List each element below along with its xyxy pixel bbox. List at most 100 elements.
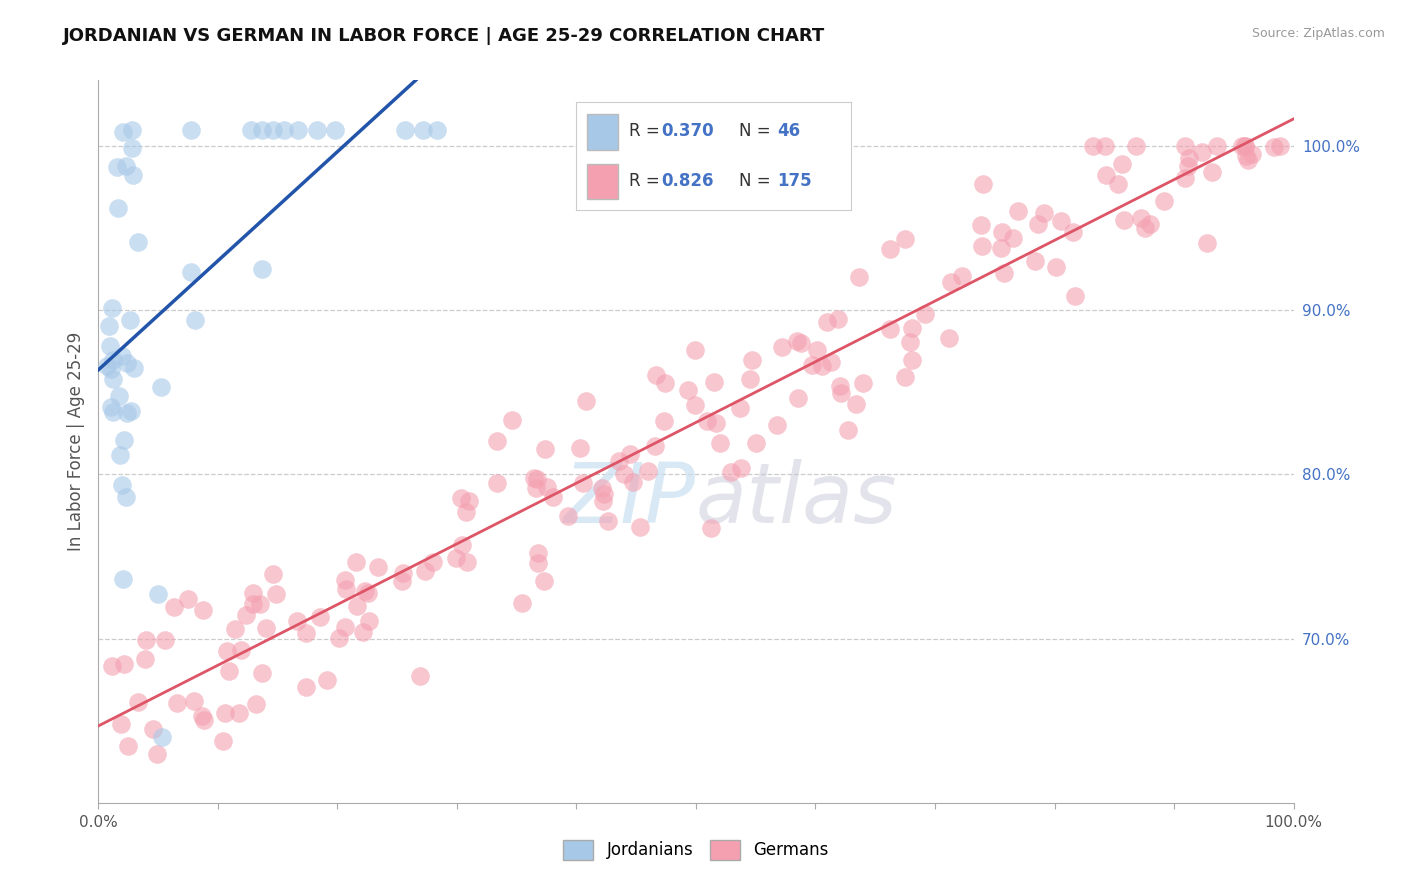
Point [939, 275, 962, 289]
Point [121, 122, 143, 136]
Point [422, 555, 444, 569]
Point [770, 340, 793, 354]
Point [1033, 206, 1056, 220]
Text: atlas: atlas [696, 458, 897, 540]
Point [263, 566, 285, 581]
Point [352, 624, 374, 639]
Point [1111, 157, 1133, 171]
Point [354, 583, 377, 598]
Point [900, 352, 922, 367]
Point [117, 739, 139, 754]
Point [644, 368, 666, 382]
Point [801, 358, 824, 372]
Point [893, 370, 915, 384]
Point [592, 494, 614, 508]
Text: JORDANIAN VS GERMAN IN LABOR FORCE | AGE 25-29 CORRELATION CHART: JORDANIAN VS GERMAN IN LABOR FORCE | AGE… [63, 27, 825, 45]
Point [245, 698, 267, 712]
Point [127, 235, 149, 249]
Point [1174, 139, 1197, 153]
Point [328, 631, 350, 645]
Point [231, 643, 253, 657]
Point [485, 434, 508, 449]
Point [111, 124, 134, 138]
Point [111, 477, 134, 491]
Point [652, 414, 675, 428]
Point [1133, 221, 1156, 235]
Point [153, 632, 176, 647]
Point [114, 657, 136, 672]
Point [852, 376, 875, 390]
Point [619, 447, 641, 461]
Point [242, 586, 264, 600]
Point [1095, 168, 1118, 182]
Point [830, 386, 852, 401]
Point [683, 343, 706, 357]
Point [224, 622, 246, 636]
Point [1201, 165, 1223, 179]
Point [1234, 149, 1257, 163]
Point [879, 322, 901, 336]
Point [101, 404, 124, 418]
Point [98, 318, 121, 333]
Point [450, 491, 472, 505]
Point [183, 313, 205, 327]
Point [534, 442, 557, 456]
Point [250, 262, 273, 277]
Point [108, 449, 131, 463]
Point [1268, 139, 1291, 153]
Point [315, 673, 337, 687]
Point [176, 591, 198, 606]
Point [285, 614, 308, 628]
Point [501, 413, 523, 427]
Point [592, 486, 614, 500]
Point [344, 555, 367, 569]
Point [1177, 159, 1199, 173]
Text: ZIP: ZIP [564, 458, 696, 540]
Point [700, 521, 723, 535]
Point [413, 564, 436, 578]
Point [704, 416, 727, 430]
Point [523, 471, 546, 485]
Point [391, 574, 413, 588]
Point [115, 159, 138, 173]
Point [105, 160, 128, 174]
Point [1114, 213, 1136, 227]
Point [1130, 211, 1153, 226]
Point [134, 652, 156, 666]
Point [191, 709, 214, 723]
Point [901, 320, 924, 334]
Point [591, 481, 613, 495]
Point [828, 379, 851, 393]
Point [720, 465, 742, 479]
Point [1125, 139, 1147, 153]
Point [148, 587, 170, 601]
Point [1064, 289, 1087, 303]
Point [454, 505, 477, 519]
Point [1062, 225, 1084, 239]
Point [557, 509, 579, 524]
Point [1045, 260, 1067, 275]
Point [786, 334, 808, 348]
Point [122, 361, 145, 376]
Point [621, 475, 644, 489]
Point [357, 614, 380, 628]
Point [193, 713, 215, 727]
Point [628, 519, 651, 533]
Point [703, 376, 725, 390]
Point [127, 695, 149, 709]
Point [287, 122, 309, 136]
Point [235, 608, 257, 623]
Point [107, 201, 129, 215]
Point [1240, 147, 1263, 161]
Point [212, 734, 235, 748]
Point [273, 122, 295, 136]
Point [335, 620, 357, 634]
Point [150, 730, 173, 744]
Point [264, 586, 287, 600]
Point [183, 694, 205, 708]
Point [1263, 140, 1285, 154]
Point [262, 122, 284, 136]
Point [115, 490, 138, 504]
Point [249, 598, 271, 612]
Point [239, 122, 262, 136]
